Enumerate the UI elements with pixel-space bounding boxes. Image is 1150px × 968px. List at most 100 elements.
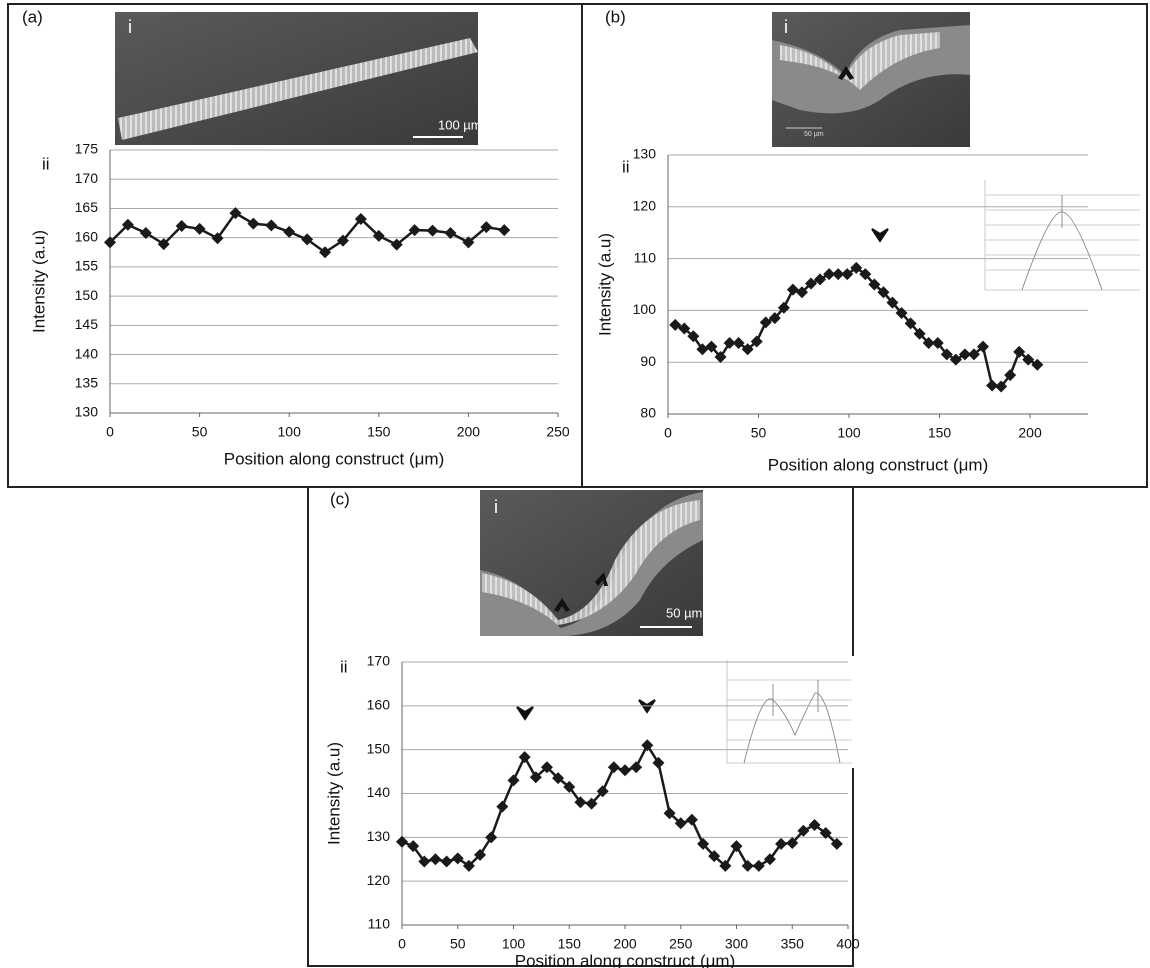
data-point xyxy=(641,739,654,752)
data-point xyxy=(552,772,565,785)
data-point xyxy=(607,761,620,774)
data-point xyxy=(895,306,908,319)
data-point xyxy=(949,353,962,366)
data-point xyxy=(732,337,745,350)
data-point xyxy=(1004,369,1017,382)
x-tick-label: 200 xyxy=(457,424,481,440)
data-point xyxy=(841,268,854,281)
data-point xyxy=(407,840,420,853)
x-axis-label: Position along construct (μm) xyxy=(224,449,445,468)
y-tick-label: 80 xyxy=(640,405,656,421)
scale-bar-label: 50 µm xyxy=(804,131,824,138)
data-point xyxy=(485,831,498,844)
y-axis-label: Intensity (a.u) xyxy=(29,230,48,333)
y-tick-label: 110 xyxy=(634,249,657,265)
y-axis-label: Intensity (a.u) xyxy=(595,233,614,336)
data-point xyxy=(922,337,935,350)
data-point xyxy=(585,797,598,810)
panel-label: (b) xyxy=(605,7,626,26)
data-point xyxy=(574,796,587,809)
data-point xyxy=(408,224,421,237)
x-axis-label: Position along construct (μm) xyxy=(768,455,989,474)
data-point xyxy=(229,207,242,220)
data-point xyxy=(805,277,818,290)
x-tick-label: 150 xyxy=(928,425,952,441)
data-point xyxy=(474,848,487,861)
micrograph xyxy=(115,12,478,145)
data-point xyxy=(652,756,665,769)
data-point xyxy=(808,819,821,832)
data-point xyxy=(336,234,349,247)
data-point xyxy=(619,764,631,777)
data-point xyxy=(563,780,576,793)
x-tick-label: 200 xyxy=(1018,425,1042,441)
y-tick-label: 160 xyxy=(75,228,99,244)
data-point xyxy=(958,348,971,361)
x-tick-label: 200 xyxy=(613,936,637,952)
y-tick-label: 160 xyxy=(367,697,391,713)
data-point xyxy=(714,351,727,364)
y-tick-label: 120 xyxy=(367,872,391,888)
x-tick-label: 0 xyxy=(106,424,114,440)
data-point xyxy=(730,840,743,853)
data-point xyxy=(814,273,827,286)
micrograph xyxy=(772,12,970,147)
data-point xyxy=(630,761,643,774)
data-point xyxy=(121,218,134,231)
x-tick-label: 50 xyxy=(192,424,208,440)
x-tick-label: 250 xyxy=(546,424,570,440)
scale-bar-label: 100 µm xyxy=(438,117,482,132)
data-point xyxy=(819,826,832,839)
data-point xyxy=(518,751,531,764)
sub-label: ii xyxy=(42,154,50,173)
data-point xyxy=(685,813,698,826)
micrograph xyxy=(480,490,703,636)
data-point xyxy=(104,236,116,249)
y-tick-label: 120 xyxy=(633,198,657,214)
data-point xyxy=(175,219,188,232)
data-point xyxy=(193,222,206,235)
data-point xyxy=(750,335,763,348)
x-tick-label: 50 xyxy=(751,425,767,441)
data-point xyxy=(1031,358,1044,371)
data-point xyxy=(1013,345,1026,358)
peak-marker xyxy=(516,706,534,721)
x-tick-label: 350 xyxy=(781,936,805,952)
data-point xyxy=(265,219,278,232)
data-point xyxy=(687,330,700,343)
data-point xyxy=(451,852,464,865)
inset-chart xyxy=(712,656,854,768)
data-point xyxy=(777,301,790,314)
data-point xyxy=(940,348,953,361)
data-point xyxy=(797,824,810,837)
y-tick-label: 150 xyxy=(367,740,391,756)
data-point xyxy=(786,837,799,850)
data-point xyxy=(319,246,332,259)
data-point xyxy=(823,268,836,281)
x-tick-label: 300 xyxy=(725,936,749,952)
data-point xyxy=(480,221,493,234)
data-point xyxy=(986,379,999,392)
y-tick-label: 130 xyxy=(367,828,391,844)
data-point xyxy=(868,278,881,291)
data-point xyxy=(157,238,170,251)
data-point xyxy=(429,853,442,866)
data-point xyxy=(426,224,439,237)
x-tick-label: 100 xyxy=(837,425,861,441)
data-point xyxy=(775,837,788,850)
data-point xyxy=(931,337,944,350)
peak-marker xyxy=(871,228,889,243)
data-point xyxy=(741,343,754,356)
y-tick-label: 90 xyxy=(640,353,656,369)
data-point xyxy=(139,226,152,239)
y-tick-label: 155 xyxy=(75,258,99,274)
panel-label: (c) xyxy=(330,489,350,508)
sub-label: ii xyxy=(622,157,630,176)
x-tick-label: 250 xyxy=(669,936,693,952)
data-point xyxy=(696,343,709,356)
data-point xyxy=(663,807,676,820)
data-point xyxy=(995,380,1008,393)
y-tick-label: 165 xyxy=(75,199,99,215)
data-point xyxy=(372,229,385,242)
x-tick-label: 0 xyxy=(664,425,672,441)
